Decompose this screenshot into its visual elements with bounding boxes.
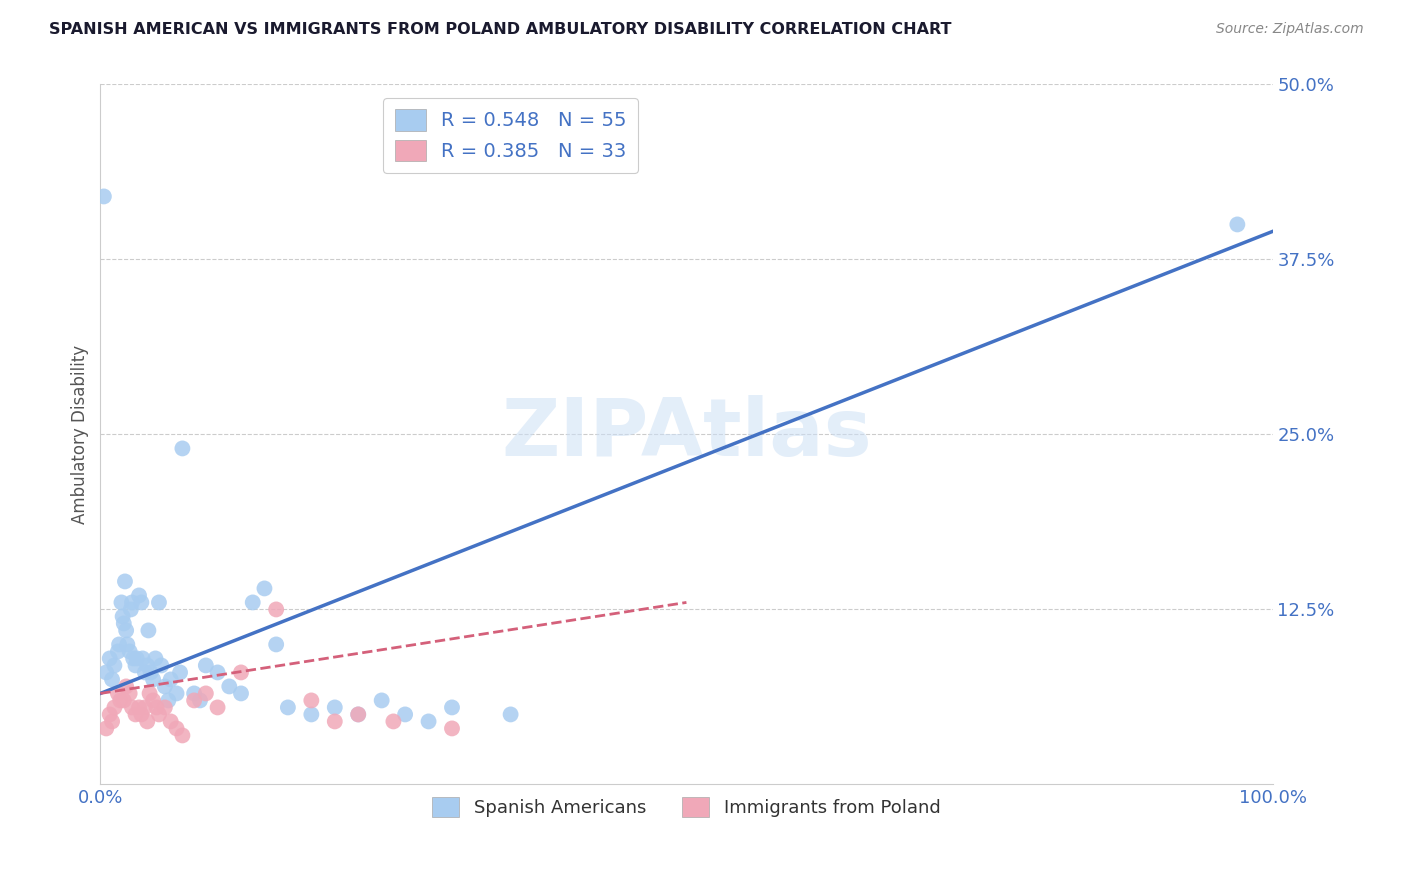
Point [169,665,191,680]
Point [96,722,118,736]
Point [108,637,131,651]
Point [96,665,118,680]
Point [142,693,165,707]
Point [138,624,160,638]
Point [134,700,156,714]
Point [183,686,205,700]
Point [159,673,181,687]
Point [264,602,287,616]
Point [166,722,188,736]
Point [115,680,138,694]
Text: SPANISH AMERICAN VS IMMIGRANTS FROM POLAND AMBULATORY DISABILITY CORRELATION CHA: SPANISH AMERICAN VS IMMIGRANTS FROM POLA… [49,22,952,37]
Point [166,686,188,700]
Point [98,651,121,665]
Point [128,589,150,603]
Point [112,693,135,707]
Point [107,644,129,658]
Point [118,686,141,700]
Point [207,665,229,680]
Point [120,602,142,616]
Point [188,693,211,707]
Point [103,700,125,714]
Point [148,595,170,609]
Point [131,651,153,665]
Point [299,693,322,707]
Point [323,714,346,729]
Point [499,707,522,722]
Point [110,595,132,609]
Point [136,658,159,673]
Point [118,644,141,658]
Point [172,442,194,456]
Point [98,707,121,722]
Point [121,700,143,714]
Point [418,714,440,729]
Point [148,707,170,722]
Point [394,707,416,722]
Point [347,707,370,722]
Point [128,700,150,714]
Point [124,658,146,673]
Point [93,189,115,203]
Point [172,728,194,742]
Point [323,700,346,714]
Point [122,651,145,665]
Point [124,707,146,722]
Point [112,616,135,631]
Point [138,686,160,700]
Point [229,686,252,700]
Point [101,714,124,729]
Point [115,624,138,638]
Point [1226,218,1249,232]
Point [150,658,173,673]
Point [145,651,167,665]
Point [440,722,463,736]
Point [136,714,159,729]
Point [229,665,252,680]
Y-axis label: Ambulatory Disability: Ambulatory Disability [72,345,89,524]
Point [242,595,264,609]
Point [253,582,276,596]
Point [183,693,205,707]
Point [194,686,217,700]
Point [153,700,176,714]
Point [134,665,156,680]
Point [131,595,153,609]
Point [299,707,322,722]
Point [142,673,165,687]
Point [117,637,139,651]
Point [145,700,167,714]
Point [157,693,180,707]
Point [264,637,287,651]
Point [347,707,370,722]
Legend: Spanish Americans, Immigrants from Poland: Spanish Americans, Immigrants from Polan… [425,790,948,824]
Point [111,609,134,624]
Text: ZIPAtlas: ZIPAtlas [501,395,872,474]
Point [131,707,153,722]
Point [370,693,392,707]
Point [103,658,125,673]
Point [277,700,299,714]
Point [194,658,217,673]
Point [114,574,136,589]
Point [121,595,143,609]
Text: Source: ZipAtlas.com: Source: ZipAtlas.com [1216,22,1364,37]
Point [153,680,176,694]
Point [110,693,132,707]
Point [218,680,240,694]
Point [382,714,405,729]
Point [440,700,463,714]
Point [125,651,148,665]
Point [207,700,229,714]
Point [139,665,162,680]
Point [107,686,129,700]
Point [159,714,181,729]
Point [101,673,124,687]
